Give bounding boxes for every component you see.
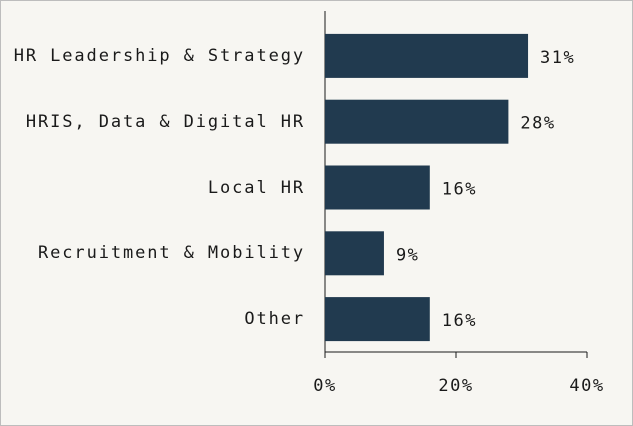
category-label-box: Local HR [11,155,305,221]
bar [325,165,430,210]
category-label: Other [244,309,305,330]
bar [325,99,509,144]
value-label: 16% [442,311,477,331]
category-label: Recruitment & Mobility [38,243,305,264]
bar [325,33,529,78]
x-tick-label: 20% [438,376,473,396]
category-label: Local HR [207,177,305,198]
category-label-box: HR Leadership & Strategy [11,23,305,89]
category-label: HR Leadership & Strategy [13,45,305,66]
category-label-box: HRIS, Data & Digital HR [11,89,305,155]
bar [325,297,430,342]
category-label-box: Recruitment & Mobility [11,220,305,286]
category-label: HRIS, Data & Digital HR [25,111,305,132]
bar [325,231,384,276]
category-label-box: Other [11,286,305,352]
value-label: 31% [540,48,575,68]
value-label: 16% [442,180,477,200]
x-tick-label: 40% [569,376,604,396]
x-tick-label: 0% [313,376,336,396]
value-label: 28% [520,114,555,134]
value-label: 9% [396,245,419,265]
